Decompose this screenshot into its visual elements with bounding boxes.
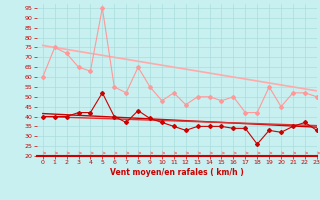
X-axis label: Vent moyen/en rafales ( km/h ): Vent moyen/en rafales ( km/h ) xyxy=(110,168,244,177)
